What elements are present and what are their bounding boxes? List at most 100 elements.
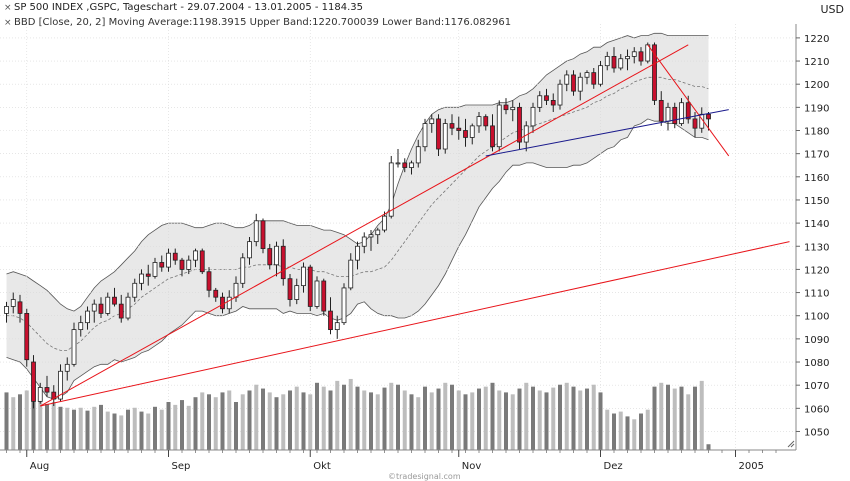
candle-body	[611, 56, 617, 69]
volume-bar	[679, 386, 684, 450]
volume-bar	[146, 413, 151, 450]
candle-body	[550, 100, 556, 106]
candle-body	[631, 51, 637, 57]
candle-body	[476, 116, 482, 127]
volume-bar	[247, 390, 252, 450]
volume-bar	[686, 394, 691, 450]
y-tick-label: 1060	[804, 404, 829, 415]
candle	[159, 255, 165, 272]
candle-body	[490, 125, 495, 148]
volume-bar	[24, 390, 29, 450]
candle	[476, 111, 482, 133]
candle-body	[118, 303, 124, 319]
volume-bar	[652, 386, 657, 450]
y-tick-label: 1170	[804, 150, 829, 161]
copyright-label: ©tradesignal.com	[388, 472, 461, 481]
volume-bar	[294, 386, 299, 450]
volume-bar	[355, 386, 360, 450]
volume-bar	[470, 392, 475, 450]
candle	[537, 91, 543, 112]
volume-bar	[531, 386, 535, 450]
candle	[388, 155, 394, 219]
candle	[638, 47, 644, 66]
volume-bar	[254, 384, 259, 450]
candle	[31, 355, 36, 409]
candle-body	[253, 220, 259, 243]
candle-body	[51, 391, 57, 400]
candle-body	[598, 65, 603, 85]
volume-bar	[51, 402, 56, 450]
volume-bar	[105, 411, 110, 450]
candle-body	[105, 296, 111, 314]
candle	[517, 102, 522, 150]
indicator-icon[interactable]: ×	[4, 18, 12, 28]
candle	[550, 93, 556, 112]
x-tick-label: Dez	[604, 461, 623, 472]
candle	[125, 292, 131, 321]
candle	[334, 315, 340, 339]
y-tick-label: 1160	[804, 173, 829, 184]
candle-body	[85, 310, 90, 324]
candle	[193, 248, 198, 268]
candle	[145, 264, 151, 286]
volume-bar	[382, 387, 387, 450]
candle-body	[199, 250, 205, 273]
resize-handle-icon[interactable]	[787, 440, 795, 448]
candle	[37, 382, 43, 404]
candle	[368, 230, 374, 251]
candle-body	[152, 262, 158, 277]
volume-bar	[267, 392, 272, 450]
candle	[564, 70, 570, 92]
y-tick-label: 1200	[804, 80, 829, 91]
candle	[71, 322, 77, 367]
x-tick-label: Sep	[172, 461, 191, 472]
candle	[213, 287, 219, 302]
candle-body	[557, 83, 563, 106]
candle-body	[564, 74, 570, 85]
volume-bar	[699, 380, 704, 450]
volume-bar	[632, 419, 637, 450]
candle	[247, 237, 252, 265]
volume-bar	[139, 411, 144, 450]
candle	[510, 100, 516, 122]
volume-bar	[31, 382, 36, 450]
volume-bar	[335, 380, 340, 450]
volume-bar	[281, 394, 286, 450]
candle-body	[301, 266, 306, 287]
volume-bar	[99, 404, 103, 450]
candle-body	[537, 95, 543, 108]
volume-bar	[240, 394, 245, 450]
volume-bar	[126, 409, 130, 450]
volume-bar	[517, 388, 522, 450]
candle	[503, 98, 509, 115]
candle-body	[64, 363, 70, 372]
candle	[469, 123, 475, 145]
candle-body	[186, 259, 192, 270]
candle-body	[483, 116, 489, 127]
candle-body	[463, 130, 468, 138]
candle	[240, 253, 246, 288]
candle	[226, 290, 232, 314]
candle-body	[4, 306, 9, 314]
volume-bar	[483, 386, 488, 450]
candle-body	[368, 234, 374, 238]
x-tick-label: Nov	[462, 461, 482, 472]
candle	[382, 211, 387, 233]
candle	[294, 278, 300, 305]
volume-bar	[504, 392, 508, 450]
candle-body	[213, 289, 219, 298]
volume-bar	[119, 415, 124, 450]
candle	[206, 267, 212, 298]
candle	[91, 299, 97, 323]
volume-bar	[578, 390, 583, 450]
y-tick-label: 1190	[804, 103, 829, 114]
candle-body	[132, 282, 138, 298]
volume-bar	[193, 397, 198, 450]
candle	[611, 47, 617, 73]
volume-bar	[328, 390, 333, 450]
collapse-icon[interactable]: ×	[4, 3, 12, 13]
candle-body	[328, 310, 333, 331]
volume-bar	[591, 384, 596, 450]
candle-body	[112, 296, 117, 305]
candle	[490, 114, 495, 152]
